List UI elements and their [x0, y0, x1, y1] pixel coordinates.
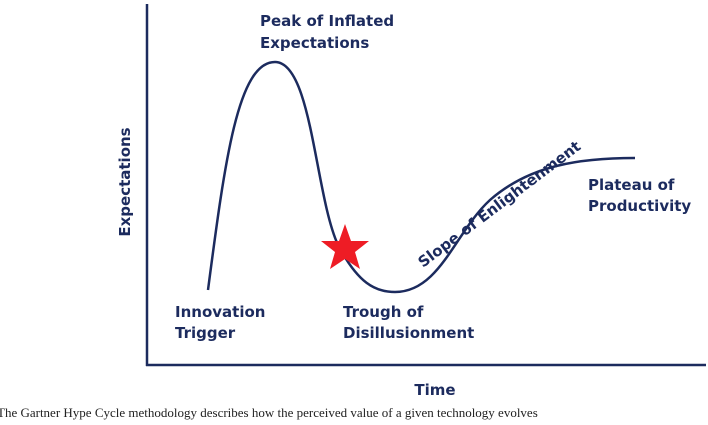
phase-label: Plateau of [588, 176, 675, 194]
phase-label: Innovation [175, 303, 265, 321]
x-axis-label: Time [414, 381, 455, 399]
phase-label: Productivity [588, 197, 691, 215]
phase-label: Expectations [260, 34, 369, 52]
phase-label: Disillusionment [343, 324, 474, 342]
y-axis-label: Expectations [116, 127, 134, 236]
phase-label: Peak of Inflated [260, 12, 394, 30]
caption: The Gartner Hype Cycle methodology descr… [0, 405, 538, 420]
phase-label: Trigger [175, 324, 236, 342]
phase-label: Trough of [343, 303, 424, 321]
star-marker [321, 224, 369, 269]
phase-label: Slope of Enlightenment [415, 137, 585, 271]
